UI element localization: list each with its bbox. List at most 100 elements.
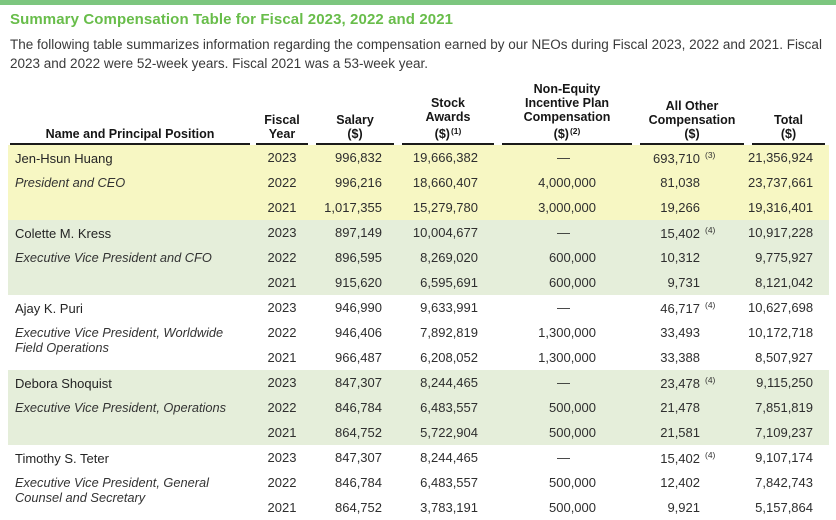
total-cell: 21,356,924 (748, 145, 829, 170)
cell-value: 7,892,819 (420, 325, 478, 340)
cell-value: 8,269,020 (420, 250, 478, 265)
fiscal-year-cell: 2021 (252, 345, 312, 370)
fiscal-year-cell: 2023 (252, 220, 312, 245)
all-other-cell: 9,921 (636, 495, 748, 520)
stock-awards-cell: 8,244,465 (398, 445, 498, 470)
col-header-label: All Other (665, 99, 719, 113)
col-header-label: Name and Principal Position (45, 127, 215, 141)
cell-value: 1,300,000 (538, 325, 596, 340)
fiscal-year-cell: 2022 (252, 170, 312, 195)
non-equity-cell: 500,000 (498, 495, 636, 520)
col-header-label: Salary (336, 113, 374, 127)
cell-value: 2022 (267, 325, 297, 340)
stock-awards-cell: 3,783,191 (398, 495, 498, 520)
cell-value: 10,312 (660, 250, 700, 265)
executive-name-cell: Colette M. Kress Executive Vice President… (8, 220, 252, 295)
cell-value: 847,307 (335, 450, 382, 465)
cell-value: 5,157,864 (755, 500, 813, 515)
stock-awards-cell: 6,595,691 (398, 270, 498, 295)
total-cell: 23,737,661 (748, 170, 829, 195)
cell-value: 2021 (267, 200, 297, 215)
salary-cell: 846,784 (312, 395, 398, 420)
col-header-label: Stock (430, 96, 466, 110)
cell-value: 19,666,382 (412, 150, 478, 165)
cell-value: 12,402 (660, 475, 700, 490)
cell-value: 500,000 (549, 425, 596, 440)
table-row: Jen-Hsun Huang President and CEO 2023 996,8… (8, 145, 829, 220)
footnote-ref: (1) (450, 126, 462, 136)
col-header-label: Awards (425, 110, 471, 124)
fiscal-year-cell: 2021 (252, 495, 312, 520)
cell-value: — (557, 450, 570, 465)
cell-value: 46,717 (660, 300, 700, 316)
cell-value: 6,483,557 (420, 475, 478, 490)
all-other-cell: 21,478 (636, 395, 748, 420)
cell-value: 2023 (267, 300, 297, 315)
all-other-cell: 15,402 (4) (636, 445, 748, 470)
col-header-label: Compensation (523, 110, 611, 124)
table-row: 2021 966,487 6,208,052 1,300,000 33,388 8,507… (8, 345, 829, 370)
executive-position: Executive Vice President, General Counse… (15, 475, 209, 505)
col-header-label: ($) (780, 127, 797, 141)
cell-value: 23,737,661 (748, 175, 814, 190)
cell-value: 23,478 (660, 375, 700, 391)
salary-cell: 946,406 (312, 320, 398, 345)
all-other-cell: 81,038 (636, 170, 748, 195)
table-row: 2022 946,406 7,892,819 1,300,000 33,493 10,17… (8, 320, 829, 345)
cell-value: 7,842,743 (755, 475, 813, 490)
summary-compensation-table: Name and Principal Position Fiscal Year … (8, 82, 829, 520)
salary-cell: 946,990 (312, 295, 398, 320)
non-equity-cell: 600,000 (498, 270, 636, 295)
fiscal-year-cell: 2021 (252, 420, 312, 445)
cell-value: 9,731 (667, 275, 700, 290)
executive-position: Executive Vice President and CFO (15, 250, 212, 265)
cell-value: 8,244,465 (420, 375, 478, 390)
cell-value: 2023 (267, 375, 297, 390)
col-header-all-other: All Other Compensation ($) (636, 82, 748, 145)
salary-cell: 897,149 (312, 220, 398, 245)
fiscal-year-cell: 2023 (252, 295, 312, 320)
non-equity-cell: — (498, 145, 636, 170)
cell-value: 846,784 (335, 400, 382, 415)
cell-value: — (557, 375, 570, 390)
cell-value: 19,266 (660, 200, 700, 215)
all-other-cell: 46,717 (4) (636, 295, 748, 320)
cell-value: 896,595 (335, 250, 382, 265)
col-header-label: ($) (684, 127, 700, 141)
cell-value: 18,660,407 (412, 175, 478, 190)
cell-value: — (557, 300, 570, 315)
fiscal-year-cell: 2023 (252, 445, 312, 470)
stock-awards-cell: 6,208,052 (398, 345, 498, 370)
table-row: 2022 846,784 6,483,557 500,000 21,478 7,851,8… (8, 395, 829, 420)
non-equity-cell: 500,000 (498, 420, 636, 445)
cell-value: 7,109,237 (755, 425, 813, 440)
cell-value: 10,627,698 (748, 300, 814, 315)
cell-value: 6,595,691 (420, 275, 478, 290)
cell-value: 15,402 (660, 450, 700, 466)
col-header-label: ($) (553, 127, 569, 141)
salary-cell: 1,017,355 (312, 195, 398, 220)
cell-value: 897,149 (335, 225, 382, 240)
table-row: 2021 1,017,355 15,279,780 3,000,000 19,266 19… (8, 195, 829, 220)
cell-value: 864,752 (335, 425, 382, 440)
cell-value: 21,356,924 (748, 150, 814, 165)
cell-value: 3,000,000 (538, 200, 596, 215)
cell-value: 8,121,042 (755, 275, 813, 290)
non-equity-cell: — (498, 445, 636, 470)
table-row: Debora Shoquist Executive Vice President,… (8, 370, 829, 445)
col-header-non-equity: Non-Equity Incentive Plan Compensation (… (498, 82, 636, 145)
col-header-stock-awards: Stock Awards ($)(1) (398, 82, 498, 145)
salary-cell: 847,307 (312, 370, 398, 395)
table-row: 2022 996,216 18,660,407 4,000,000 81,038 23,7… (8, 170, 829, 195)
cell-value: 500,000 (549, 400, 596, 415)
non-equity-cell: — (498, 295, 636, 320)
executive-position: Executive Vice President, Worldwide Fiel… (15, 325, 224, 355)
executive-name: Colette M. Kress (15, 226, 112, 241)
cell-value: 915,620 (335, 275, 382, 290)
cell-value: 2021 (267, 500, 297, 515)
all-other-cell: 15,402 (4) (636, 220, 748, 245)
fiscal-year-cell: 2022 (252, 395, 312, 420)
cell-value: 500,000 (549, 475, 596, 490)
table-row: 2022 896,595 8,269,020 600,000 10,312 9,775,9… (8, 245, 829, 270)
cell-value: 10,917,228 (748, 225, 814, 240)
